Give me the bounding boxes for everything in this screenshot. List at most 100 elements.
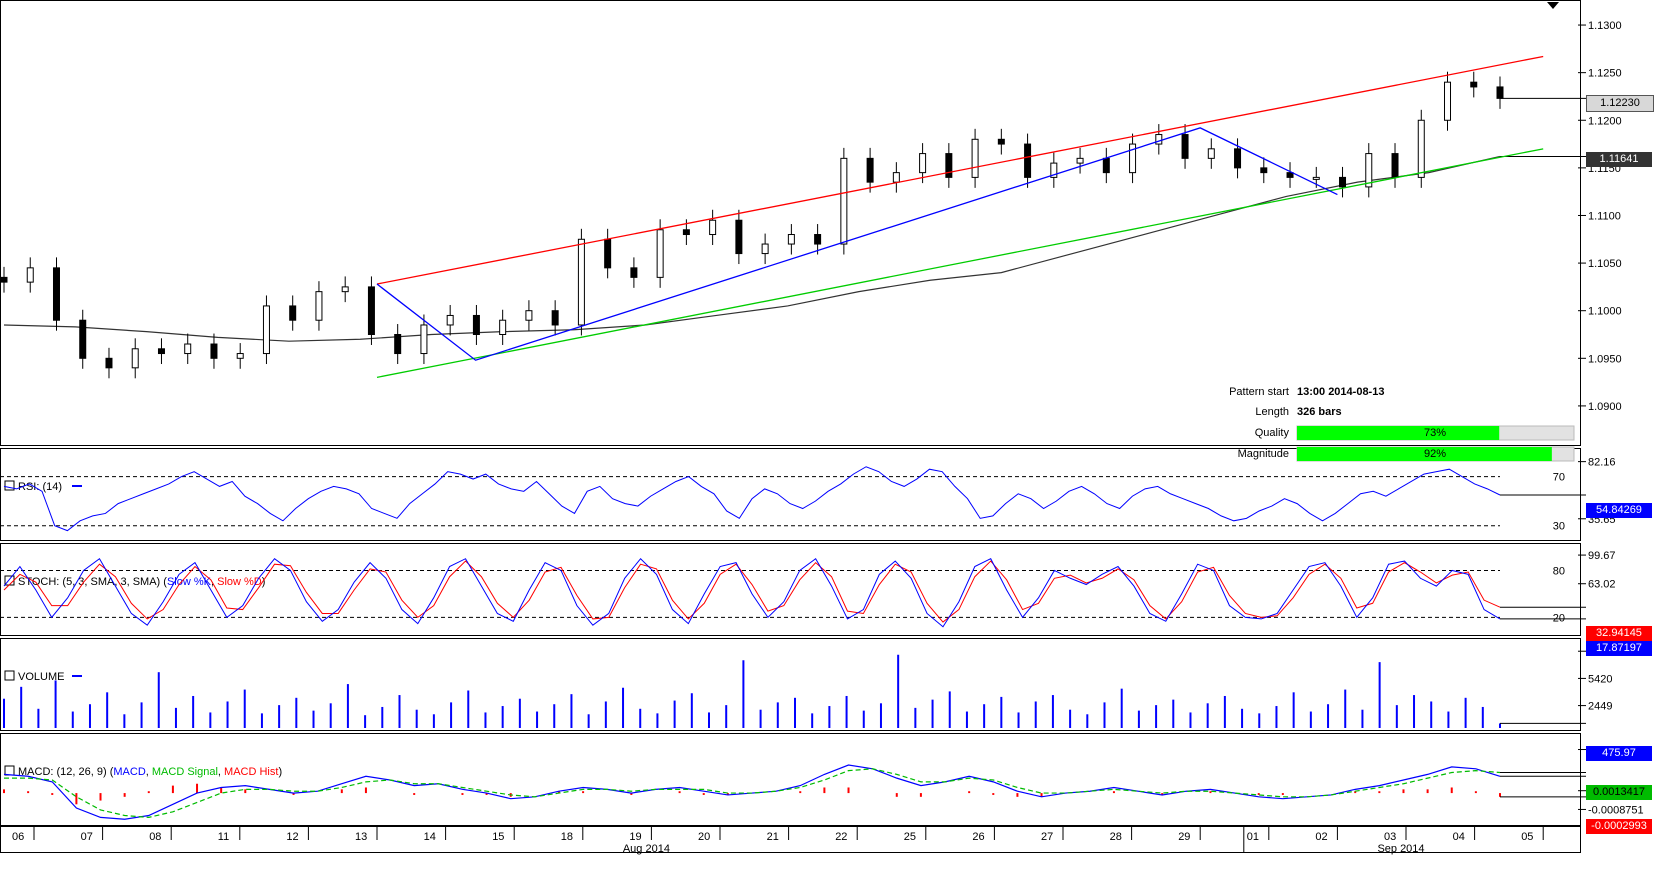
pattern-start-label: Pattern start [1229, 386, 1289, 398]
day-label: 21 [767, 831, 779, 843]
price-bar-body [1076, 157, 1084, 164]
zigzag-line [376, 127, 1338, 361]
stoch-panel[interactable] [0, 543, 1581, 636]
volume-value-pill: 475.97 [1586, 746, 1652, 761]
price-tick-label: 1.0900 [1588, 401, 1622, 413]
last-price-pill: 1.12230 [1586, 95, 1654, 112]
scroll-arrow-icon[interactable] [1547, 2, 1559, 9]
day-label: 28 [1110, 831, 1122, 843]
day-label: 26 [972, 831, 984, 843]
axis-tick-label: 63.02 [1588, 579, 1616, 591]
time-axis [0, 826, 1581, 853]
price-bar-body [735, 219, 743, 255]
price-bar-body [971, 138, 979, 178]
volume-title: VOLUME [18, 671, 64, 683]
day-label: 18 [561, 831, 573, 843]
price-bar-body [945, 153, 953, 178]
price-bar-body [79, 319, 87, 359]
price-bar-body [26, 267, 34, 283]
pattern-info: Pattern start 13:00 2014-08-13 Length 32… [1229, 386, 1575, 462]
price-tick-label: 1.1300 [1588, 20, 1622, 32]
price-bar-body [315, 291, 323, 321]
price-bar-body [761, 243, 769, 255]
day-label: 02 [1315, 831, 1327, 843]
pattern-length-label: Length [1255, 406, 1289, 418]
rsi-value-pill: 54.84269 [1586, 503, 1652, 518]
macd-panel[interactable] [0, 733, 1581, 826]
month-label: Sep 2014 [1377, 843, 1424, 855]
price-bar-body [892, 172, 900, 183]
macd-legend-hist: MACD Hist [224, 766, 278, 778]
macd-toggle-icon[interactable] [4, 765, 15, 776]
price-bar-body [1312, 176, 1320, 180]
macd-path [3, 764, 1501, 820]
svg-text:MACD: (12, 26, 9) (MACD,: MACD: (12, 26, 9) (MACD, MACD Signal, MA… [18, 766, 282, 778]
price-bar-body [1155, 134, 1163, 145]
price-bar-body [709, 219, 717, 236]
price-bar-body [472, 314, 480, 335]
price-tick-label: 1.1200 [1588, 115, 1622, 127]
rsi-levels: 70 30 [0, 472, 1565, 533]
price-bar-body [1260, 167, 1268, 174]
macd-value-pill: 0.0013417 [1586, 785, 1652, 800]
day-label: 11 [218, 831, 229, 843]
price-bar-body [1391, 153, 1399, 178]
moving-average-pill: 1.11641 [1586, 152, 1652, 167]
axis-tick-label: 82.16 [1588, 457, 1616, 469]
day-label: 13 [355, 831, 367, 843]
price-bar-body [210, 343, 218, 359]
price-bar-body [289, 305, 297, 321]
price-bar-body [1207, 148, 1215, 159]
month-label: Aug 2014 [623, 843, 670, 855]
axis-tick-label: 99.67 [1588, 550, 1616, 562]
price-bar-body [131, 348, 139, 369]
price-panel[interactable] [0, 0, 1581, 446]
axis-tick-label: 2449 [1588, 701, 1612, 713]
price-tick-label: 1.1000 [1588, 306, 1622, 318]
stoch-legend-k: Slow %K [167, 576, 212, 588]
price-bar-body [1286, 172, 1294, 178]
price-bar-body [656, 229, 664, 278]
day-label: 20 [698, 831, 710, 843]
stoch-title: STOCH: (5, 3, SMA, 3, SMA) [18, 576, 160, 588]
rsi-toggle-icon[interactable] [4, 480, 15, 491]
price-bar-body [1050, 162, 1058, 178]
day-label: 29 [1178, 831, 1190, 843]
price-bar-body [105, 357, 113, 369]
price-bar-body [1444, 81, 1452, 121]
price-bar-body [420, 324, 428, 355]
level-label: 80 [1553, 565, 1565, 577]
rsi-title: RSI: (14) [18, 481, 62, 493]
macd-legend-signal: MACD Signal [152, 766, 218, 778]
price-tick-label: 1.1250 [1588, 68, 1622, 80]
price-bar-body [866, 157, 874, 183]
axis-tick-label: 5420 [1588, 673, 1612, 685]
volume-toggle-icon[interactable] [4, 670, 15, 681]
price-bar-body [1339, 176, 1347, 188]
price-bar-body [630, 267, 638, 278]
price-bar-body [787, 234, 795, 245]
price-axis: 1.13001.12501.12001.11501.11001.10501.10… [1578, 20, 1622, 413]
stoch-d-path [3, 560, 1501, 623]
stoch-legend-d: Slow %D [217, 576, 262, 588]
price-bar-body [604, 238, 612, 269]
day-label: 15 [492, 831, 504, 843]
level-label: 20 [1553, 612, 1565, 624]
volume-bars [3, 654, 1586, 728]
level-label: 30 [1553, 521, 1565, 533]
stoch-k-path [3, 557, 1501, 628]
channel-upper-line [376, 55, 1544, 285]
volume-panel[interactable] [0, 638, 1581, 731]
quality-value: 73% [1424, 427, 1446, 439]
channel-lower-line [376, 148, 1544, 378]
day-label: 22 [835, 831, 847, 843]
price-bar-body [814, 234, 822, 245]
macd-lines [3, 764, 1586, 820]
price-bar-body [184, 343, 192, 355]
day-label: 03 [1384, 831, 1396, 843]
price-bar-body [367, 286, 375, 335]
price-bar-body [1181, 134, 1189, 159]
price-bar-body [1365, 153, 1373, 188]
level-label: 70 [1553, 472, 1565, 484]
